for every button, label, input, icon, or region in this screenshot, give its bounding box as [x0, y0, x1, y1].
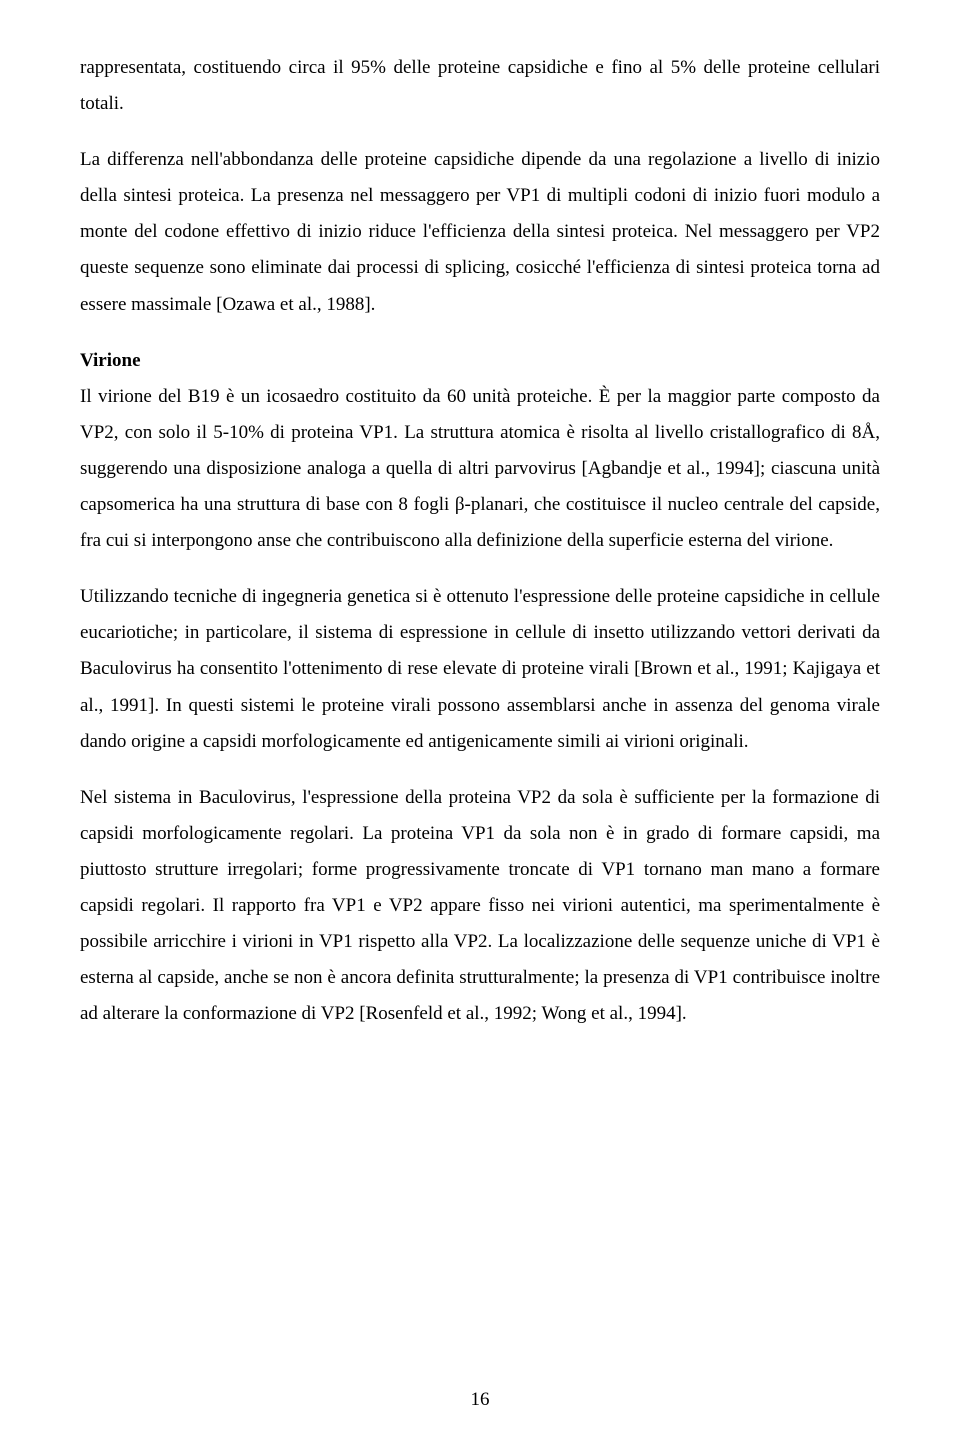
document-page: rappresentata, costituendo circa il 95% … [0, 0, 960, 1451]
paragraph-1: rappresentata, costituendo circa il 95% … [80, 50, 880, 122]
paragraph-2: La differenza nell'abbondanza delle prot… [80, 142, 880, 322]
page-number: 16 [0, 1389, 960, 1411]
paragraph-4: Utilizzando tecniche di ingegneria genet… [80, 579, 880, 759]
section-heading: Virione [80, 343, 880, 379]
paragraph-5: Nel sistema in Baculovirus, l'espression… [80, 780, 880, 1033]
section-virione: Virione Il virione del B19 è un icosaedr… [80, 343, 880, 560]
paragraph-3: Il virione del B19 è un icosaedro costit… [80, 379, 880, 559]
